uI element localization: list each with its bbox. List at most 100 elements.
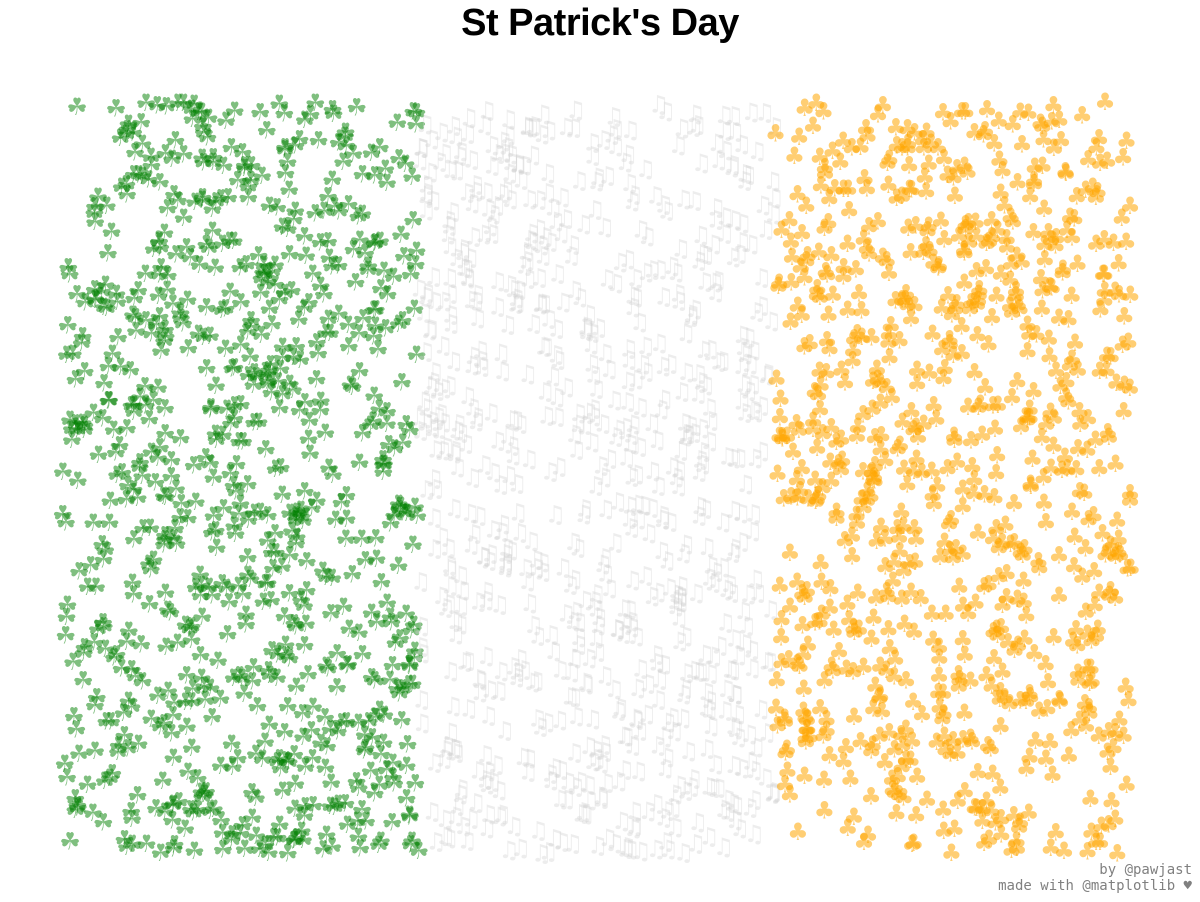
shamrock-icon: ☘: [291, 503, 313, 531]
club-icon: ♣: [901, 397, 923, 425]
shamrock-icon: ☘: [163, 790, 185, 818]
music-note-icon: ♫: [585, 595, 607, 623]
shamrock-icon: ☘: [147, 374, 169, 402]
club-icon: ♣: [1097, 419, 1119, 447]
shamrock-icon: ☘: [403, 98, 425, 126]
shamrock-icon: ☘: [349, 226, 371, 254]
shamrock-icon: ☘: [243, 654, 265, 682]
music-note-icon: ♫: [578, 398, 600, 426]
shamrock-icon: ☘: [257, 569, 279, 597]
club-icon: ♣: [860, 482, 882, 510]
shamrock-icon: ☘: [279, 499, 301, 527]
shamrock-icon: ☘: [337, 811, 359, 839]
club-icon: ♣: [823, 616, 845, 644]
shamrock-icon: ☘: [405, 770, 427, 798]
shamrock-icon: ☘: [347, 807, 369, 835]
shamrock-icon: ☘: [281, 517, 303, 545]
club-icon: ♣: [893, 512, 915, 540]
music-note-icon: ♫: [490, 657, 512, 685]
shamrock-icon: ☘: [135, 89, 157, 117]
club-icon: ♣: [1120, 554, 1142, 582]
shamrock-icon: ☘: [127, 484, 149, 512]
music-note-icon: ♫: [425, 475, 447, 503]
shamrock-icon: ☘: [147, 682, 169, 710]
music-note-icon: ♫: [608, 415, 630, 443]
shamrock-icon: ☘: [114, 826, 136, 854]
shamrock-icon: ☘: [188, 320, 210, 348]
music-note-icon: ♫: [713, 101, 735, 129]
shamrock-icon: ☘: [105, 95, 127, 123]
shamrock-icon: ☘: [161, 720, 183, 748]
music-note-icon: ♫: [722, 243, 744, 271]
club-icon: ♣: [989, 146, 1011, 174]
music-note-icon: ♫: [499, 270, 521, 298]
club-icon: ♣: [843, 325, 865, 353]
club-icon: ♣: [796, 192, 818, 220]
shamrock-icon: ☘: [283, 343, 305, 371]
shamrock-icon: ☘: [310, 729, 332, 757]
shamrock-icon: ☘: [127, 782, 149, 810]
shamrock-icon: ☘: [213, 152, 235, 180]
music-note-icon: ♫: [561, 242, 583, 270]
club-icon: ♣: [902, 688, 924, 716]
shamrock-icon: ☘: [286, 673, 308, 701]
shamrock-icon: ☘: [406, 237, 428, 265]
club-icon: ♣: [878, 171, 900, 199]
club-icon: ♣: [784, 142, 806, 170]
shamrock-icon: ☘: [166, 530, 188, 558]
shamrock-icon: ☘: [223, 227, 245, 255]
shamrock-icon: ☘: [155, 633, 177, 661]
shamrock-icon: ☘: [294, 106, 316, 134]
shamrock-icon: ☘: [66, 93, 88, 121]
music-note-icon: ♫: [642, 457, 664, 485]
shamrock-icon: ☘: [270, 355, 292, 383]
music-note-icon: ♫: [691, 149, 713, 177]
music-note-icon: ♫: [505, 406, 527, 434]
shamrock-icon: ☘: [77, 573, 99, 601]
shamrock-icon: ☘: [272, 777, 294, 805]
shamrock-icon: ☘: [124, 138, 146, 166]
shamrock-icon: ☘: [362, 407, 384, 435]
shamrock-icon: ☘: [376, 755, 398, 783]
shamrock-icon: ☘: [167, 186, 189, 214]
shamrock-icon: ☘: [308, 126, 330, 154]
club-icon: ♣: [1119, 480, 1141, 508]
club-icon: ♣: [865, 584, 887, 612]
shamrock-icon: ☘: [74, 634, 96, 662]
shamrock-icon: ☘: [135, 391, 157, 419]
shamrock-icon: ☘: [260, 586, 282, 614]
shamrock-icon: ☘: [213, 495, 235, 523]
shamrock-icon: ☘: [222, 753, 244, 781]
shamrock-icon: ☘: [354, 737, 376, 765]
music-note-icon: ♫: [728, 443, 750, 471]
music-note-icon: ♫: [529, 290, 551, 318]
shamrock-icon: ☘: [240, 167, 262, 195]
shamrock-icon: ☘: [389, 679, 411, 707]
shamrock-icon: ☘: [294, 223, 316, 251]
music-note-icon: ♫: [512, 743, 534, 771]
club-icon: ♣: [862, 731, 884, 759]
music-note-icon: ♫: [690, 657, 712, 685]
music-note-icon: ♫: [581, 428, 603, 456]
shamrock-icon: ☘: [368, 831, 390, 859]
shamrock-icon: ☘: [275, 642, 297, 670]
shamrock-icon: ☘: [382, 652, 404, 680]
shamrock-icon: ☘: [114, 722, 136, 750]
music-note-icon: ♫: [648, 91, 670, 119]
shamrock-icon: ☘: [96, 708, 118, 736]
shamrock-icon: ☘: [229, 428, 251, 456]
club-icon: ♣: [964, 358, 986, 386]
shamrock-icon: ☘: [277, 839, 299, 867]
music-note-icon: ♫: [510, 834, 532, 862]
shamrock-icon: ☘: [184, 188, 206, 216]
shamrock-icon: ☘: [92, 608, 114, 636]
shamrock-icon: ☘: [185, 488, 207, 516]
shamrock-icon: ☘: [193, 118, 215, 146]
shamrock-icon: ☘: [93, 546, 115, 574]
shamrock-icon: ☘: [377, 281, 399, 309]
club-icon: ♣: [814, 159, 836, 187]
music-note-icon: ♫: [647, 578, 669, 606]
shamrock-icon: ☘: [269, 745, 291, 773]
shamrock-icon: ☘: [132, 462, 154, 490]
shamrock-icon: ☘: [305, 89, 327, 117]
